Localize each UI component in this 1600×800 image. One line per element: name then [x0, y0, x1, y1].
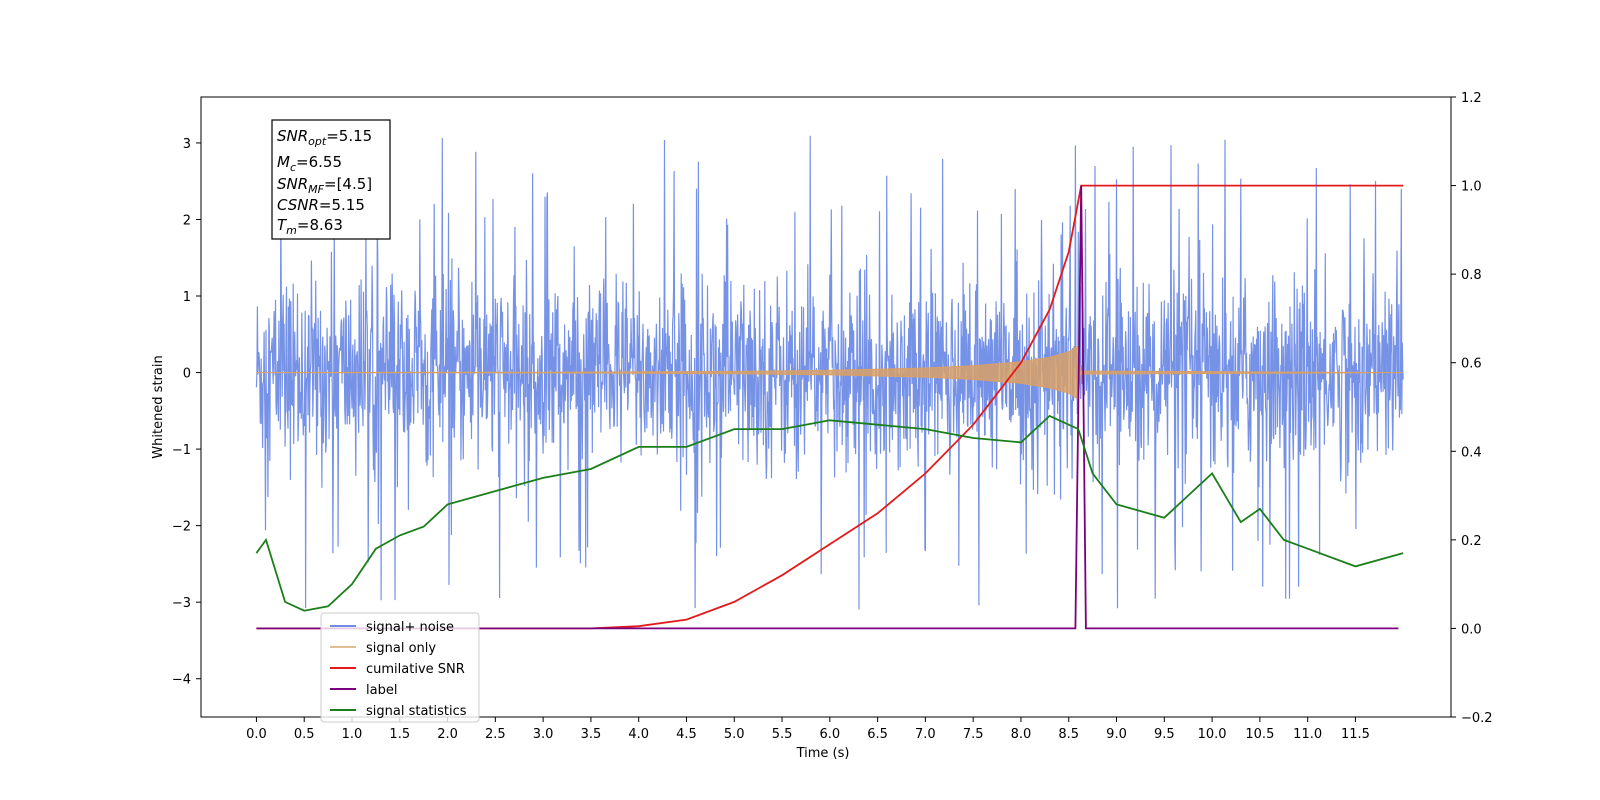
legend-label: signal only	[366, 641, 436, 656]
legend: signal+ noise signal only cumilative SNR la…	[320, 612, 480, 723]
x-tick-label: 8.0	[1011, 727, 1032, 742]
x-tick-label: 6.5	[867, 727, 888, 742]
x-tick-label: 11.0	[1293, 727, 1322, 742]
annotation-tm: Tm=8.63	[277, 216, 343, 237]
x-tick-label: 2.0	[437, 727, 458, 742]
annotation-mc: Mc=6.55	[277, 153, 342, 174]
plot-area	[255, 135, 1404, 630]
legend-label: label	[366, 683, 397, 698]
x-tick-label: 10.0	[1198, 727, 1227, 742]
x-tick-label: 7.0	[915, 727, 936, 742]
y-left-tick-label: −2	[172, 520, 191, 535]
y-left-tick-label: 3	[183, 137, 191, 152]
cumilative-snr-line	[256, 184, 1404, 630]
x-axis: 0.0 0.5 1.0 1.5 2.0 2.5 3.0 3.5 4.0 4.5 5.0 5.5 6.0 6…	[246, 717, 1370, 742]
x-tick-label: 8.5	[1058, 727, 1079, 742]
x-axis-label: Time (s)	[796, 746, 850, 761]
signal-noise-line	[255, 135, 1404, 610]
x-tick-label: 6.0	[819, 727, 840, 742]
legend-label: cumilative SNR	[366, 662, 465, 677]
y-left-tick-label: −1	[172, 443, 191, 458]
signal-noise-series	[255, 135, 1404, 610]
y-right-tick-label: 0.6	[1461, 357, 1482, 372]
signal-only-envelope	[256, 344, 1404, 401]
legend-box	[320, 612, 480, 723]
y-right-tick-label: 0.4	[1461, 445, 1482, 460]
x-tick-label: 9.0	[1106, 727, 1127, 742]
y-left-tick-label: 1	[183, 290, 191, 305]
y-right-tick-label: 0.2	[1461, 534, 1482, 549]
y-right-tick-label: −0.2	[1461, 711, 1493, 726]
stats-annotation: SNRopt=5.15 Mc=6.55 SNRMF=[4.5] CSNR=5.1…	[271, 119, 391, 240]
x-tick-label: 4.5	[676, 727, 697, 742]
y-right-tick-label: 1.0	[1461, 180, 1482, 195]
x-tick-label: 5.0	[724, 727, 745, 742]
annotation-snr-opt: SNRopt=5.15	[277, 127, 372, 148]
annotation-csnr: CSNR=5.15	[277, 196, 365, 214]
line-series-layer	[255, 184, 1404, 630]
x-tick-label: 10.5	[1245, 727, 1274, 742]
x-tick-label: 2.5	[485, 727, 506, 742]
x-tick-label: 1.0	[342, 727, 363, 742]
signal-only-series	[256, 344, 1404, 401]
x-tick-label: 3.5	[581, 727, 602, 742]
y-axis-left: 3 2 1 0 −1 −2 −3 −4	[172, 137, 201, 688]
x-tick-label: 9.5	[1154, 727, 1175, 742]
label-line	[256, 185, 1399, 630]
y-left-tick-label: 2	[183, 213, 191, 228]
x-tick-label: 0.5	[294, 727, 315, 742]
signal-statistics-line	[255, 414, 1404, 612]
annotation-snr-mf: SNRMF=[4.5]	[277, 175, 372, 196]
y-left-tick-label: 0	[183, 367, 191, 382]
legend-label: signal+ noise	[366, 620, 454, 635]
annotation-box	[271, 119, 391, 240]
y-left-tick-label: −4	[172, 673, 191, 688]
plot-frame	[200, 96, 1452, 718]
x-tick-label: 3.0	[533, 727, 554, 742]
x-tick-label: 7.5	[963, 727, 984, 742]
y-left-tick-label: −3	[172, 596, 191, 611]
x-tick-label: 5.5	[772, 727, 793, 742]
x-tick-label: 11.5	[1341, 727, 1370, 742]
y-axis-right: 1.2 1.0 0.8 0.6 0.4 0.2 0.0 −0.2	[1451, 91, 1493, 726]
y-right-tick-label: 0.0	[1461, 622, 1482, 637]
x-tick-label: 4.0	[628, 727, 649, 742]
x-tick-label: 1.5	[389, 727, 410, 742]
y-right-tick-label: 1.2	[1461, 91, 1482, 106]
x-tick-label: 0.0	[246, 727, 267, 742]
legend-label: signal statistics	[366, 704, 467, 719]
y-axis-label: Whitened strain	[151, 355, 166, 458]
y-right-tick-label: 0.8	[1461, 268, 1482, 283]
